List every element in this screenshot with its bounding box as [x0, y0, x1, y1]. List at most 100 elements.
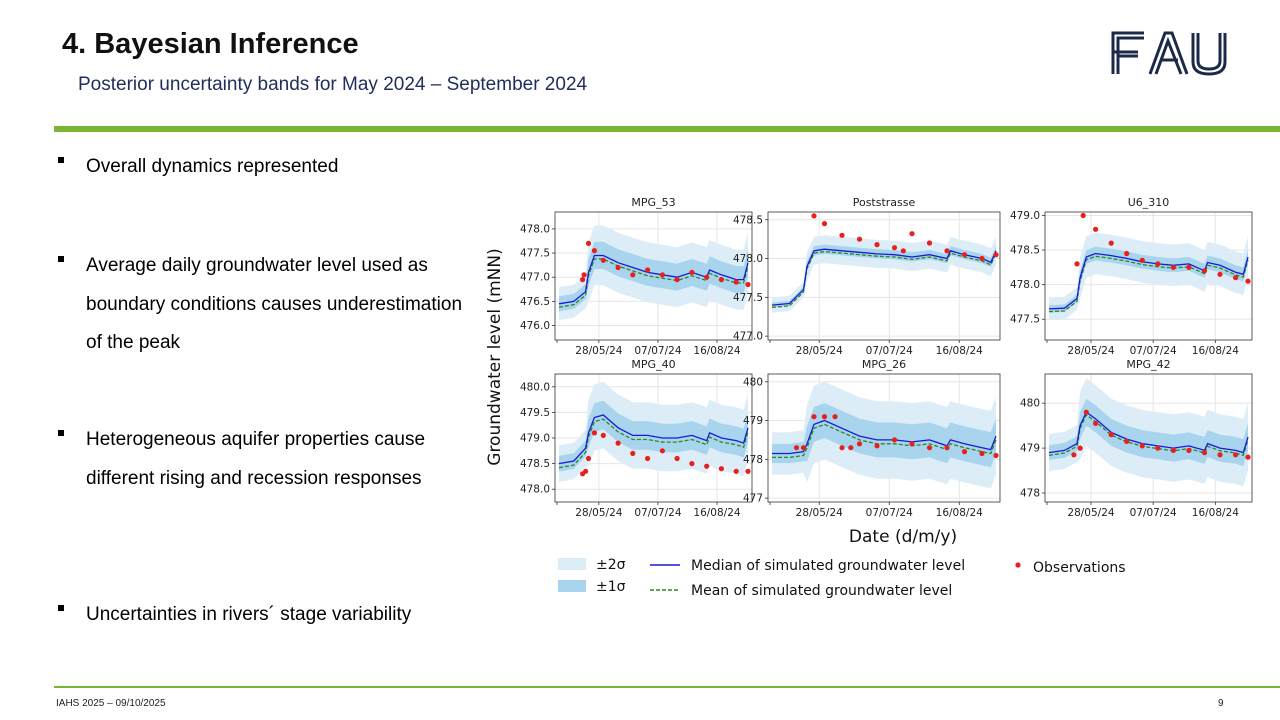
median-line — [772, 419, 997, 455]
y-tick-label: 479 — [743, 415, 763, 427]
panel-plot-area — [768, 212, 1000, 340]
observation-point — [848, 445, 854, 451]
y-tick-label: 478.0 — [520, 484, 550, 496]
y-tick-label: 477.5 — [520, 248, 550, 260]
observation-point — [900, 248, 906, 254]
observation-point — [856, 236, 863, 242]
observation-point — [704, 274, 710, 280]
observation-point — [979, 450, 985, 457]
x-tick-label: 07/07/24 — [1130, 507, 1177, 519]
observation-point — [674, 455, 680, 462]
median-line — [771, 248, 997, 306]
x-tick-label: 07/07/24 — [634, 507, 681, 519]
observation-point — [659, 272, 665, 278]
page-number: 9 — [1218, 698, 1224, 709]
median-line — [558, 254, 749, 305]
bullet-square-icon — [58, 256, 64, 262]
observation-point — [1201, 450, 1208, 456]
bullet-text: Heterogeneous aquifer properties cause d… — [86, 429, 426, 489]
panel-plot-area — [1045, 212, 1252, 340]
observation-point — [793, 445, 800, 451]
y-tick-label: 479 — [1020, 443, 1040, 455]
observation-point — [585, 240, 592, 246]
band-1sigma — [1049, 246, 1248, 313]
observation-point — [689, 269, 695, 275]
page-subtitle: Posterior uncertainty bands for May 2024… — [78, 74, 588, 95]
observation-point — [1093, 420, 1099, 426]
observation-point — [1217, 452, 1223, 458]
y-tick-label: 476.0 — [520, 320, 550, 332]
observation-point — [615, 264, 621, 271]
observation-point — [591, 430, 597, 436]
median-line — [1048, 411, 1249, 454]
y-tick-label: 478 — [1020, 488, 1040, 500]
observation-point — [1083, 409, 1089, 415]
observation-point — [745, 468, 751, 474]
x-tick-label: 07/07/24 — [634, 345, 681, 357]
observation-point — [1093, 226, 1099, 232]
y-tick-label: 476.5 — [520, 296, 550, 308]
median-line — [1048, 252, 1249, 310]
observation-point — [874, 443, 880, 449]
footer-date: IAHS 2025 – 09/10/2025 — [56, 698, 166, 709]
groundwater-chart-figure: 476.0 476.5 477.0 477.5 478.0 28/05/24 07/07/2… — [485, 196, 1253, 599]
observation-point — [839, 445, 845, 451]
y-tick-label: 480.0 — [520, 381, 550, 393]
observation-point — [615, 440, 621, 446]
observation-point — [800, 445, 807, 451]
chart-panel-mpg-53: 476.0 476.5 477.0 477.5 478.0 28/05/24 07/07/2… — [520, 196, 753, 357]
x-tick-label: 28/05/24 — [796, 507, 843, 519]
observation-point — [1139, 443, 1145, 449]
x-tick-label: 28/05/24 — [796, 345, 843, 357]
y-tick-label: 478.5 — [733, 214, 763, 226]
chart-panel-mpg-40: 478.0 478.5 479.0 479.5 480.0 28/05/24 07/07/2… — [520, 358, 753, 519]
observation-point — [1170, 264, 1176, 270]
observation-point — [811, 414, 817, 420]
y-tick-label: 479.5 — [520, 407, 550, 419]
y-tick-label: 479.0 — [1010, 210, 1040, 222]
observation-point — [733, 279, 739, 285]
observation-point — [1170, 447, 1176, 453]
y-tick-label: 477.5 — [733, 292, 763, 304]
observation-point — [821, 221, 828, 227]
y-tick-label: 478.5 — [1010, 245, 1040, 257]
mean-line — [772, 423, 997, 459]
legend-label-observations: Observations — [1033, 560, 1126, 576]
legend-swatch-observations — [1015, 562, 1021, 568]
fau-logo — [1111, 31, 1227, 76]
observation-point — [1124, 438, 1130, 444]
chart-panel-mpg-26: 477 478 479 480 28/05/24 07/07/24 16/08/24 MPG_… — [743, 358, 1001, 519]
observation-point — [1074, 261, 1080, 267]
x-tick-label: 16/08/24 — [1192, 507, 1239, 519]
x-tick-label: 28/05/24 — [1067, 345, 1114, 357]
x-tick-label: 28/05/24 — [1067, 507, 1114, 519]
observation-point — [909, 441, 915, 447]
x-axis-label: Date (d/m/y) — [849, 527, 957, 547]
observation-point — [832, 414, 838, 420]
observation-point — [1217, 271, 1223, 277]
mean-line — [558, 418, 749, 469]
y-tick-label: 478.0 — [520, 223, 550, 235]
chart-legend: ±2σ ±1σ Median of simulated groundwater le… — [558, 557, 1126, 599]
observation-point — [1139, 257, 1145, 263]
observation-point — [1124, 250, 1130, 257]
y-tick-label: 478.5 — [520, 458, 550, 470]
x-tick-label: 16/08/24 — [1192, 345, 1239, 357]
panel-frame — [767, 211, 1001, 341]
legend-label-1sigma: ±1σ — [596, 579, 626, 595]
x-tick-label: 28/05/24 — [575, 507, 622, 519]
observation-point — [733, 468, 739, 474]
x-tick-label: 07/07/24 — [1130, 345, 1177, 357]
observation-point — [1077, 445, 1083, 451]
observation-point — [926, 445, 933, 451]
x-tick-label: 16/08/24 — [936, 507, 983, 519]
observation-point — [704, 463, 710, 469]
panel-title: MPG_40 — [631, 358, 675, 371]
panel-title: MPG_42 — [1126, 358, 1170, 371]
observation-point — [926, 240, 933, 246]
x-tick-label: 16/08/24 — [693, 507, 740, 519]
bullet-text: Uncertainties in rivers´ stage variabili… — [86, 604, 412, 625]
observation-point — [630, 450, 636, 456]
x-tick-label: 07/07/24 — [866, 507, 913, 519]
legend-swatch-1sigma — [558, 580, 586, 592]
